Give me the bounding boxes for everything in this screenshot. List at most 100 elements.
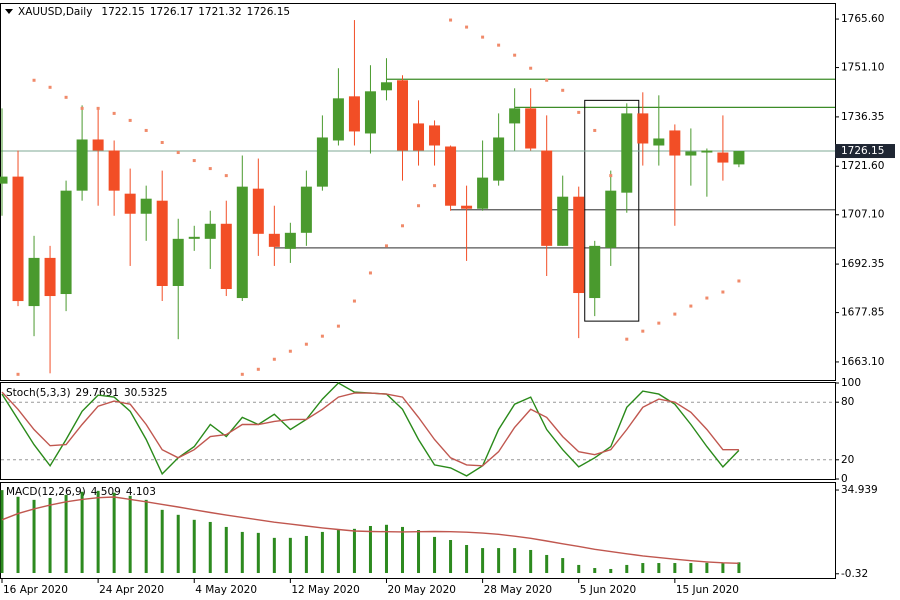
sar-dot [240, 372, 244, 376]
histogram-bar [176, 514, 180, 574]
sar-dot [577, 110, 581, 114]
histogram-bar [417, 530, 421, 574]
histogram-bar [384, 524, 388, 574]
x-tick-label: 4 May 2020 [195, 584, 257, 596]
histogram-bar [705, 562, 709, 574]
signal-line [1, 496, 739, 564]
sar-dot [112, 111, 116, 115]
x-tick-label: 5 Jun 2020 [580, 584, 636, 596]
x-tick-label: 15 Jun 2020 [676, 584, 739, 596]
header-close: 1726.15 [247, 6, 290, 18]
candle-body [685, 151, 697, 156]
sar-dot [513, 53, 517, 57]
price-tag [835, 144, 895, 159]
candle-body [60, 190, 72, 295]
sar-dot [561, 88, 565, 92]
histogram-bar [593, 568, 597, 574]
candle-body [268, 233, 280, 247]
histogram-bar [144, 499, 148, 574]
stoch-header: Stoch(5,3,3) 29.7691 30.5325 [6, 387, 167, 399]
sar-dot [160, 140, 164, 144]
histogram-bar [433, 536, 437, 574]
histogram-bar [224, 526, 228, 574]
histogram-bar [401, 526, 404, 574]
macd-signal-value: 4.103 [126, 486, 156, 498]
candle-body [397, 80, 408, 151]
histogram-bar [545, 554, 549, 574]
sar-dot [176, 151, 180, 155]
candle-body [28, 257, 40, 307]
sar-dot [721, 290, 725, 294]
candle-body [733, 151, 745, 165]
candle-body [332, 98, 344, 141]
x-tick-label: 28 May 2020 [484, 584, 552, 596]
candle-body [380, 82, 392, 91]
histogram-bar [256, 532, 260, 574]
y-tick-label: 1692.35 [841, 258, 884, 270]
histogram-bar [721, 562, 725, 574]
histogram-bar [625, 564, 629, 574]
candle-body [124, 193, 136, 214]
candle-body [204, 223, 216, 239]
candle-body [413, 123, 425, 151]
sar-dot [80, 106, 84, 110]
x-tick-label: 12 May 2020 [291, 584, 359, 596]
y-tick-label: 1736.35 [841, 111, 884, 123]
histogram-bar [689, 563, 693, 574]
main-header: XAUUSD,Daily 1722.15 1726.17 1721.32 1726.15 [18, 6, 290, 18]
indicator-line [1, 391, 739, 467]
histogram-bar [48, 497, 52, 574]
histogram-bar [80, 491, 84, 574]
y-tick-label: 0 [841, 473, 848, 485]
sar-dot [529, 66, 533, 70]
header-open: 1722.15 [101, 6, 144, 18]
sar-dot [609, 174, 613, 178]
histogram-bar [112, 492, 116, 574]
histogram-bar [529, 549, 533, 574]
sar-dot [256, 367, 260, 371]
stoch-d-value: 30.5325 [124, 387, 167, 399]
histogram-bar [304, 535, 308, 574]
histogram-bar [240, 531, 244, 574]
candle-body [525, 108, 537, 149]
candle-body [669, 130, 681, 156]
candle-body [236, 186, 248, 299]
histogram-bar [465, 544, 469, 574]
candle-body [220, 223, 232, 290]
histogram-bar [32, 499, 36, 574]
candle-body [653, 138, 665, 146]
histogram-bar [208, 521, 212, 574]
sar-dot [497, 43, 501, 47]
candle-body [493, 137, 505, 181]
candle-body [316, 137, 328, 187]
candle-body [284, 232, 296, 249]
header-low: 1721.32 [198, 6, 241, 18]
candle-body [717, 152, 729, 163]
candle-body [605, 190, 617, 248]
candle-body [108, 150, 120, 191]
highlight-box [584, 99, 640, 322]
candle-body [621, 113, 633, 193]
x-tick-label: 20 May 2020 [387, 584, 455, 596]
y-tick-label: 1707.10 [841, 209, 884, 221]
y-tick-label: 1721.60 [841, 160, 884, 172]
candle-body [252, 188, 264, 234]
histogram-bar [192, 519, 196, 574]
histogram-bar [577, 564, 581, 574]
sar-dot [32, 78, 36, 82]
candle-body [76, 139, 88, 191]
histogram-bar [16, 496, 20, 574]
candle-body [461, 205, 473, 209]
candle-body [300, 186, 312, 233]
sar-dot [673, 312, 677, 316]
macd-main-value: 4.509 [91, 486, 121, 498]
candle-body [44, 257, 56, 297]
sar-dot [417, 204, 421, 208]
y-tick-label: 1677.85 [841, 307, 884, 319]
histogram-bar [368, 525, 372, 574]
sar-dot [384, 244, 388, 248]
y-tick-label: 80 [841, 396, 854, 408]
y-tick-label: 1765.60 [841, 13, 884, 25]
histogram-bar [320, 531, 324, 574]
candle-body [509, 108, 521, 124]
